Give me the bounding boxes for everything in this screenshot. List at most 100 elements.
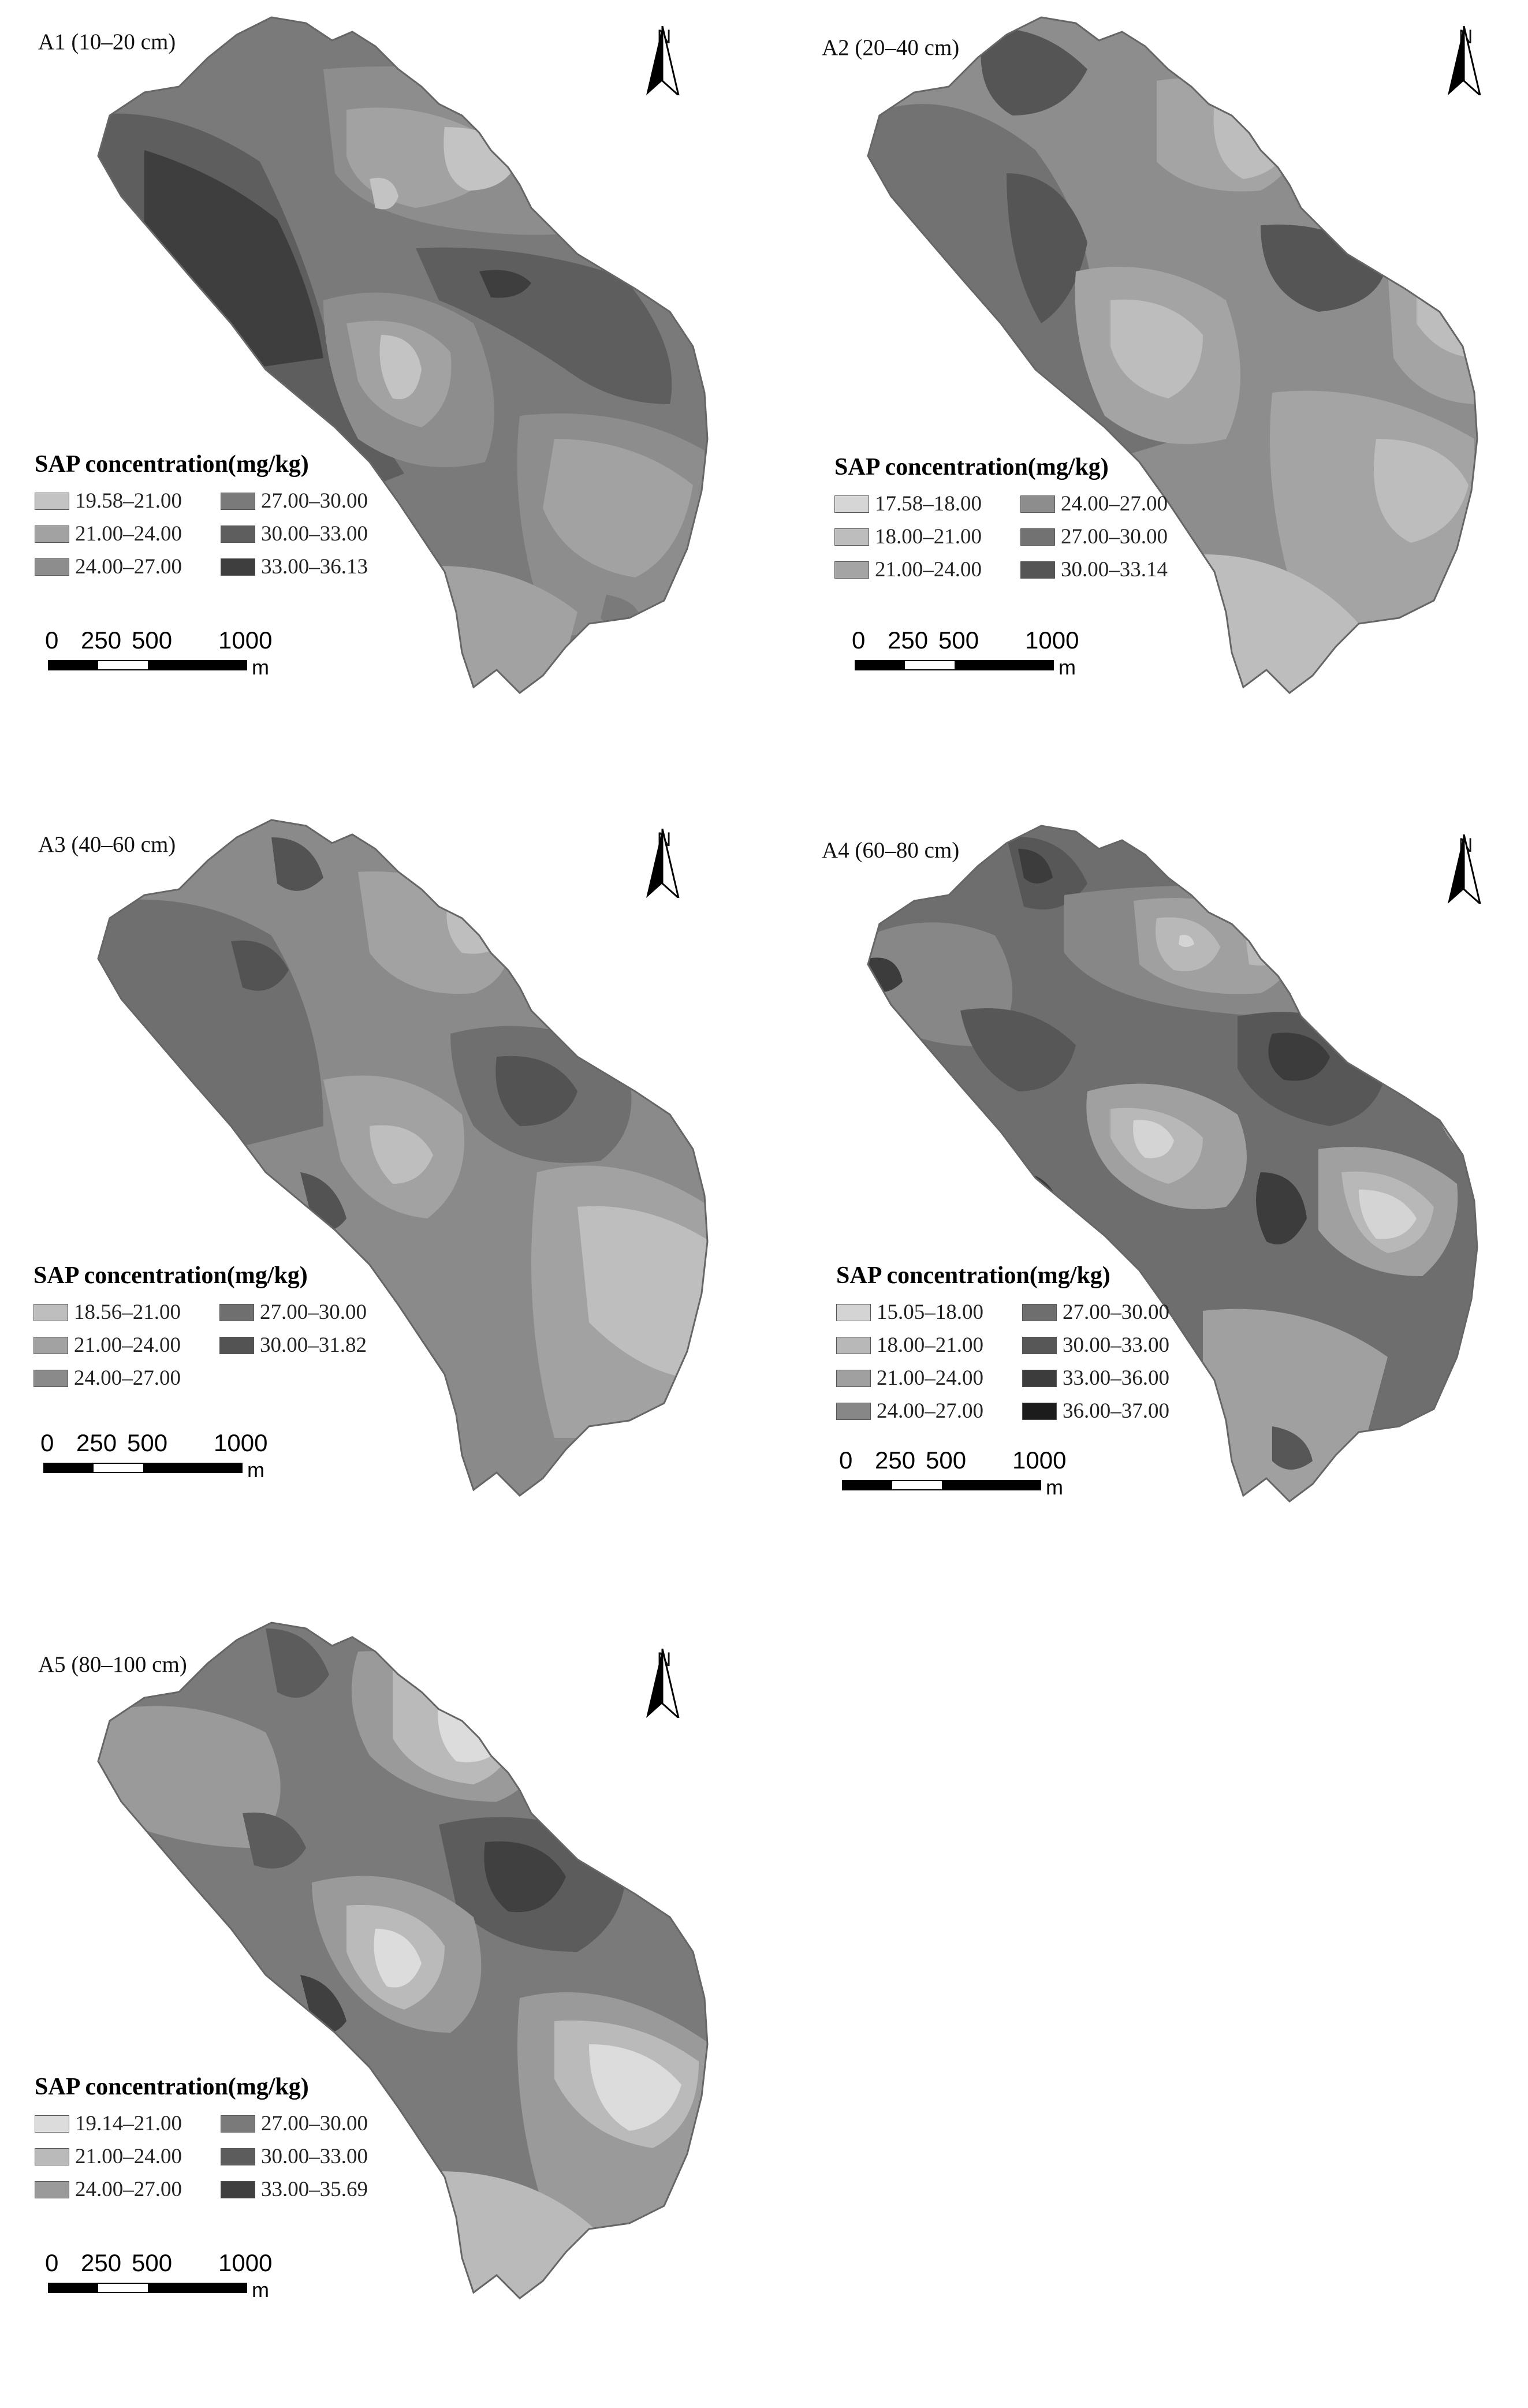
north-arrow-a4: N (1445, 834, 1486, 904)
scale-bar-segment (97, 660, 149, 670)
scale-bar-segment (149, 660, 247, 670)
legend-swatch (35, 525, 69, 543)
legend-label: 24.00–27.00 (75, 555, 182, 579)
scale-unit: m (1046, 1475, 1063, 1499)
scale-bar-segment (904, 660, 956, 670)
legend-item: 30.00–33.14 (1020, 557, 1206, 582)
watershed-boundary-a4 (867, 825, 1478, 1503)
legend-swatch (219, 1303, 254, 1321)
legend-swatch (221, 525, 255, 543)
legend-label: 24.00–27.00 (74, 1366, 181, 1390)
scale-label: 0 (45, 627, 59, 654)
legend-title: SAP concentration(mg/kg) (35, 2074, 309, 2100)
scale-bar-segment (97, 2283, 149, 2293)
legend-items: 15.05–18.00 27.00–30.00 18.00–21.00 30.00–3… (836, 1300, 1208, 1423)
watershed-boundary-a3 (97, 819, 709, 1497)
north-arrow-a2: N (1445, 26, 1486, 95)
legend-item: 27.00–30.00 (221, 489, 407, 513)
legend-swatch (834, 528, 869, 546)
legend-item: 24.00–27.00 (836, 1399, 1022, 1423)
scale-bar-a1: 0 250 500 1000 m (45, 627, 276, 684)
scale-bar-a4: 0 250 500 1000 m (839, 1447, 1070, 1504)
scale-bar-segment (891, 1480, 943, 1490)
legend-swatch (1020, 528, 1055, 546)
legend-item: 27.00–30.00 (1022, 1300, 1208, 1325)
map-panel-a1: A1 (10–20 cm) N SAP concentration(mg/kg)… (0, 0, 764, 803)
scale-bar-a3: 0 250 500 1000 m (40, 1429, 271, 1487)
map-a3 (97, 819, 709, 1497)
watershed-boundary-a1 (97, 16, 709, 694)
scale-unit: m (247, 1458, 264, 1482)
legend-swatch (1020, 495, 1055, 513)
legend-a4: SAP concentration(mg/kg) 15.05–18.00 27.0… (836, 1262, 1208, 1423)
legend-swatch (33, 1369, 68, 1387)
panel-title-a2: A2 (20–40 cm) (822, 35, 960, 60)
map-panel-a2: A2 (20–40 cm) N SAP concentration(mg/kg)… (764, 0, 1528, 803)
scale-bar-segment (43, 1463, 92, 1473)
scale-bar-segment (144, 1463, 243, 1473)
legend-swatch (836, 1402, 871, 1420)
legend-item: 30.00–33.00 (1022, 1333, 1208, 1358)
scale-bar-segment (855, 660, 904, 670)
scale-label: 0 (839, 1447, 853, 1474)
legend-swatch (836, 1303, 871, 1321)
north-arrow-a5: N (644, 1649, 684, 1718)
scale-label: 0 (852, 627, 866, 654)
scale-bar-segment (842, 1480, 891, 1490)
legend-item: 30.00–33.00 (221, 2144, 407, 2169)
legend-swatch (35, 2115, 69, 2133)
legend-item: 19.14–21.00 (35, 2111, 221, 2136)
legend-item: 15.05–18.00 (836, 1300, 1022, 1325)
legend-label: 21.00–24.00 (877, 1366, 983, 1390)
legend-item: 21.00–24.00 (35, 2144, 221, 2169)
legend-title: SAP concentration(mg/kg) (836, 1262, 1110, 1289)
legend-item: 30.00–33.00 (221, 521, 407, 546)
legend-label: 27.00–30.00 (261, 2112, 368, 2135)
legend-title: SAP concentration(mg/kg) (35, 451, 309, 478)
legend-swatch (1022, 1369, 1057, 1387)
north-arrow-icon (646, 829, 680, 898)
scale-label: 500 (938, 627, 979, 654)
legend-swatch (35, 2148, 69, 2165)
legend-item: 27.00–30.00 (221, 2111, 407, 2136)
legend-items: 18.56–21.00 27.00–30.00 21.00–24.00 30.00–3… (33, 1300, 405, 1391)
legend-item: 33.00–35.69 (221, 2177, 407, 2202)
legend-item: 19.58–21.00 (35, 489, 221, 513)
legend-label: 19.58–21.00 (75, 489, 182, 513)
legend-label: 24.00–27.00 (75, 2178, 182, 2201)
legend-label: 27.00–30.00 (1061, 525, 1168, 549)
scale-label: 1000 (218, 2249, 273, 2276)
scale-label: 1000 (1025, 627, 1079, 654)
legend-item: 18.56–21.00 (33, 1300, 219, 1325)
legend-swatch (1022, 1336, 1057, 1354)
legend-items: 17.58–18.00 24.00–27.00 18.00–21.00 27.00–3… (834, 491, 1206, 582)
legend-label: 27.00–30.00 (260, 1300, 367, 1324)
panel-title-a3: A3 (40–60 cm) (38, 832, 176, 857)
legend-a3: SAP concentration(mg/kg) 18.56–21.00 27.0… (33, 1262, 405, 1391)
legend-items: 19.58–21.00 27.00–30.00 21.00–24.00 30.00–3… (35, 489, 407, 579)
scale-unit: m (1059, 655, 1076, 679)
north-arrow-icon (1448, 26, 1481, 95)
legend-item: 27.00–30.00 (1020, 524, 1206, 549)
legend-label: 18.00–21.00 (877, 1333, 983, 1357)
north-arrow-icon (646, 26, 680, 95)
scale-label: 500 (926, 1447, 967, 1474)
watershed-boundary-a5 (97, 1622, 709, 2299)
scale-bar-segment (92, 1463, 144, 1473)
legend-item: 18.00–21.00 (834, 524, 1020, 549)
north-arrow-a1: N (644, 26, 684, 95)
legend-swatch (35, 492, 69, 510)
legend-title: SAP concentration(mg/kg) (834, 454, 1109, 480)
legend-item: 36.00–37.00 (1022, 1399, 1208, 1423)
scale-unit: m (252, 2278, 269, 2302)
scale-unit: m (252, 655, 269, 679)
scale-label: 0 (45, 2249, 59, 2276)
map-panel-a3: A3 (40–60 cm) N SAP concentration(mg/kg)… (0, 803, 764, 1605)
legend-item: 33.00–36.00 (1022, 1366, 1208, 1391)
legend-item: 21.00–24.00 (836, 1366, 1022, 1391)
scale-bar-a5: 0 250 500 1000 m (45, 2249, 276, 2307)
legend-label: 33.00–36.13 (261, 555, 368, 579)
legend-label: 30.00–33.14 (1061, 558, 1168, 582)
map-a2 (867, 16, 1478, 694)
scale-label: 0 (40, 1429, 54, 1456)
